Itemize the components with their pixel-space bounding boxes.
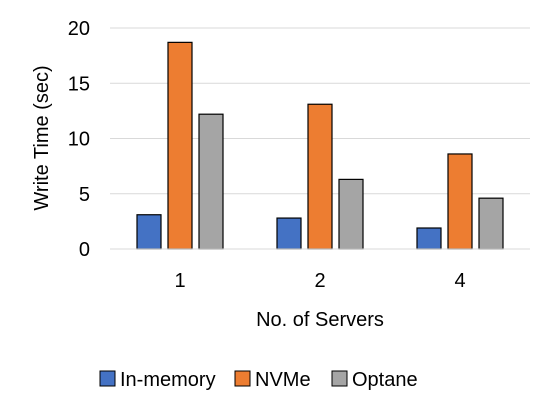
y-tick-label: 0	[79, 239, 90, 261]
y-tick-label: 15	[68, 73, 90, 95]
bar-optane-1	[198, 113, 224, 250]
bar-optane-4	[478, 197, 504, 250]
bar-optane-2	[338, 178, 364, 250]
legend-label: In-memory	[120, 369, 216, 391]
legend-swatch-nvme	[234, 370, 251, 387]
bar-nvme-1	[167, 41, 193, 250]
legend-swatch-in-memory	[99, 370, 116, 387]
y-tick-label: 10	[68, 129, 90, 151]
bars	[136, 41, 504, 250]
legend: In-memory NVMe Optane	[99, 369, 418, 391]
y-tick-label: 5	[79, 184, 90, 206]
bar-nvme-4	[447, 153, 473, 250]
x-tick-label: 4	[454, 270, 465, 292]
y-tick-label: 20	[68, 18, 90, 40]
y-axis-title: Write Time (sec)	[31, 65, 53, 210]
x-tick-label: 1	[174, 270, 185, 292]
bar-nvme-2	[307, 103, 333, 250]
bar-in-memory-4	[416, 227, 442, 250]
bar-in-memory-2	[276, 217, 302, 250]
legend-swatch-optane	[331, 370, 348, 387]
x-tick-label: 2	[314, 270, 325, 292]
bar-in-memory-1	[136, 214, 162, 250]
x-axis-title: No. of Servers	[256, 309, 384, 331]
legend-label: NVMe	[255, 369, 311, 391]
legend-label: Optane	[352, 369, 418, 391]
